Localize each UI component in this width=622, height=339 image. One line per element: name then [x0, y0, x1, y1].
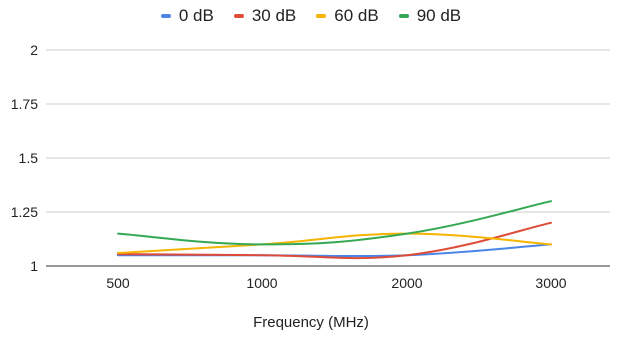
x-tick-label: 3000: [535, 275, 566, 291]
legend-label: 90 dB: [416, 6, 462, 25]
legend-swatch: [316, 14, 327, 18]
y-tick-label: 1.5: [19, 150, 39, 166]
x-tick-label: 1000: [246, 275, 277, 291]
legend-label: 30 dB: [251, 6, 297, 25]
legend-item: 30 dB: [233, 6, 297, 26]
series-line-60-db: [117, 232, 552, 255]
series-line-90-db: [117, 200, 552, 246]
legend-swatch: [398, 14, 409, 18]
y-tick-label: 2: [30, 42, 38, 58]
y-tick-label: 1: [30, 258, 38, 274]
x-axis-label: Frequency (MHz): [253, 314, 369, 331]
legend-swatch: [160, 14, 171, 18]
x-tick-label: 500: [106, 275, 130, 291]
legend-item: 60 dB: [316, 6, 379, 26]
y-tick-label: 1.75: [11, 96, 38, 112]
legend-swatch: [233, 14, 244, 18]
legend-label: 60 dB: [334, 6, 379, 25]
legend-label: 0 dB: [178, 6, 214, 25]
x-tick-label: 2000: [391, 275, 422, 291]
legend-item: 0 dB: [160, 6, 214, 26]
y-tick-label: 1.25: [11, 204, 38, 220]
legend-item: 90 dB: [398, 6, 462, 26]
chart-legend: 0 dB 30 dB 60 dB 90 dB: [0, 4, 622, 28]
